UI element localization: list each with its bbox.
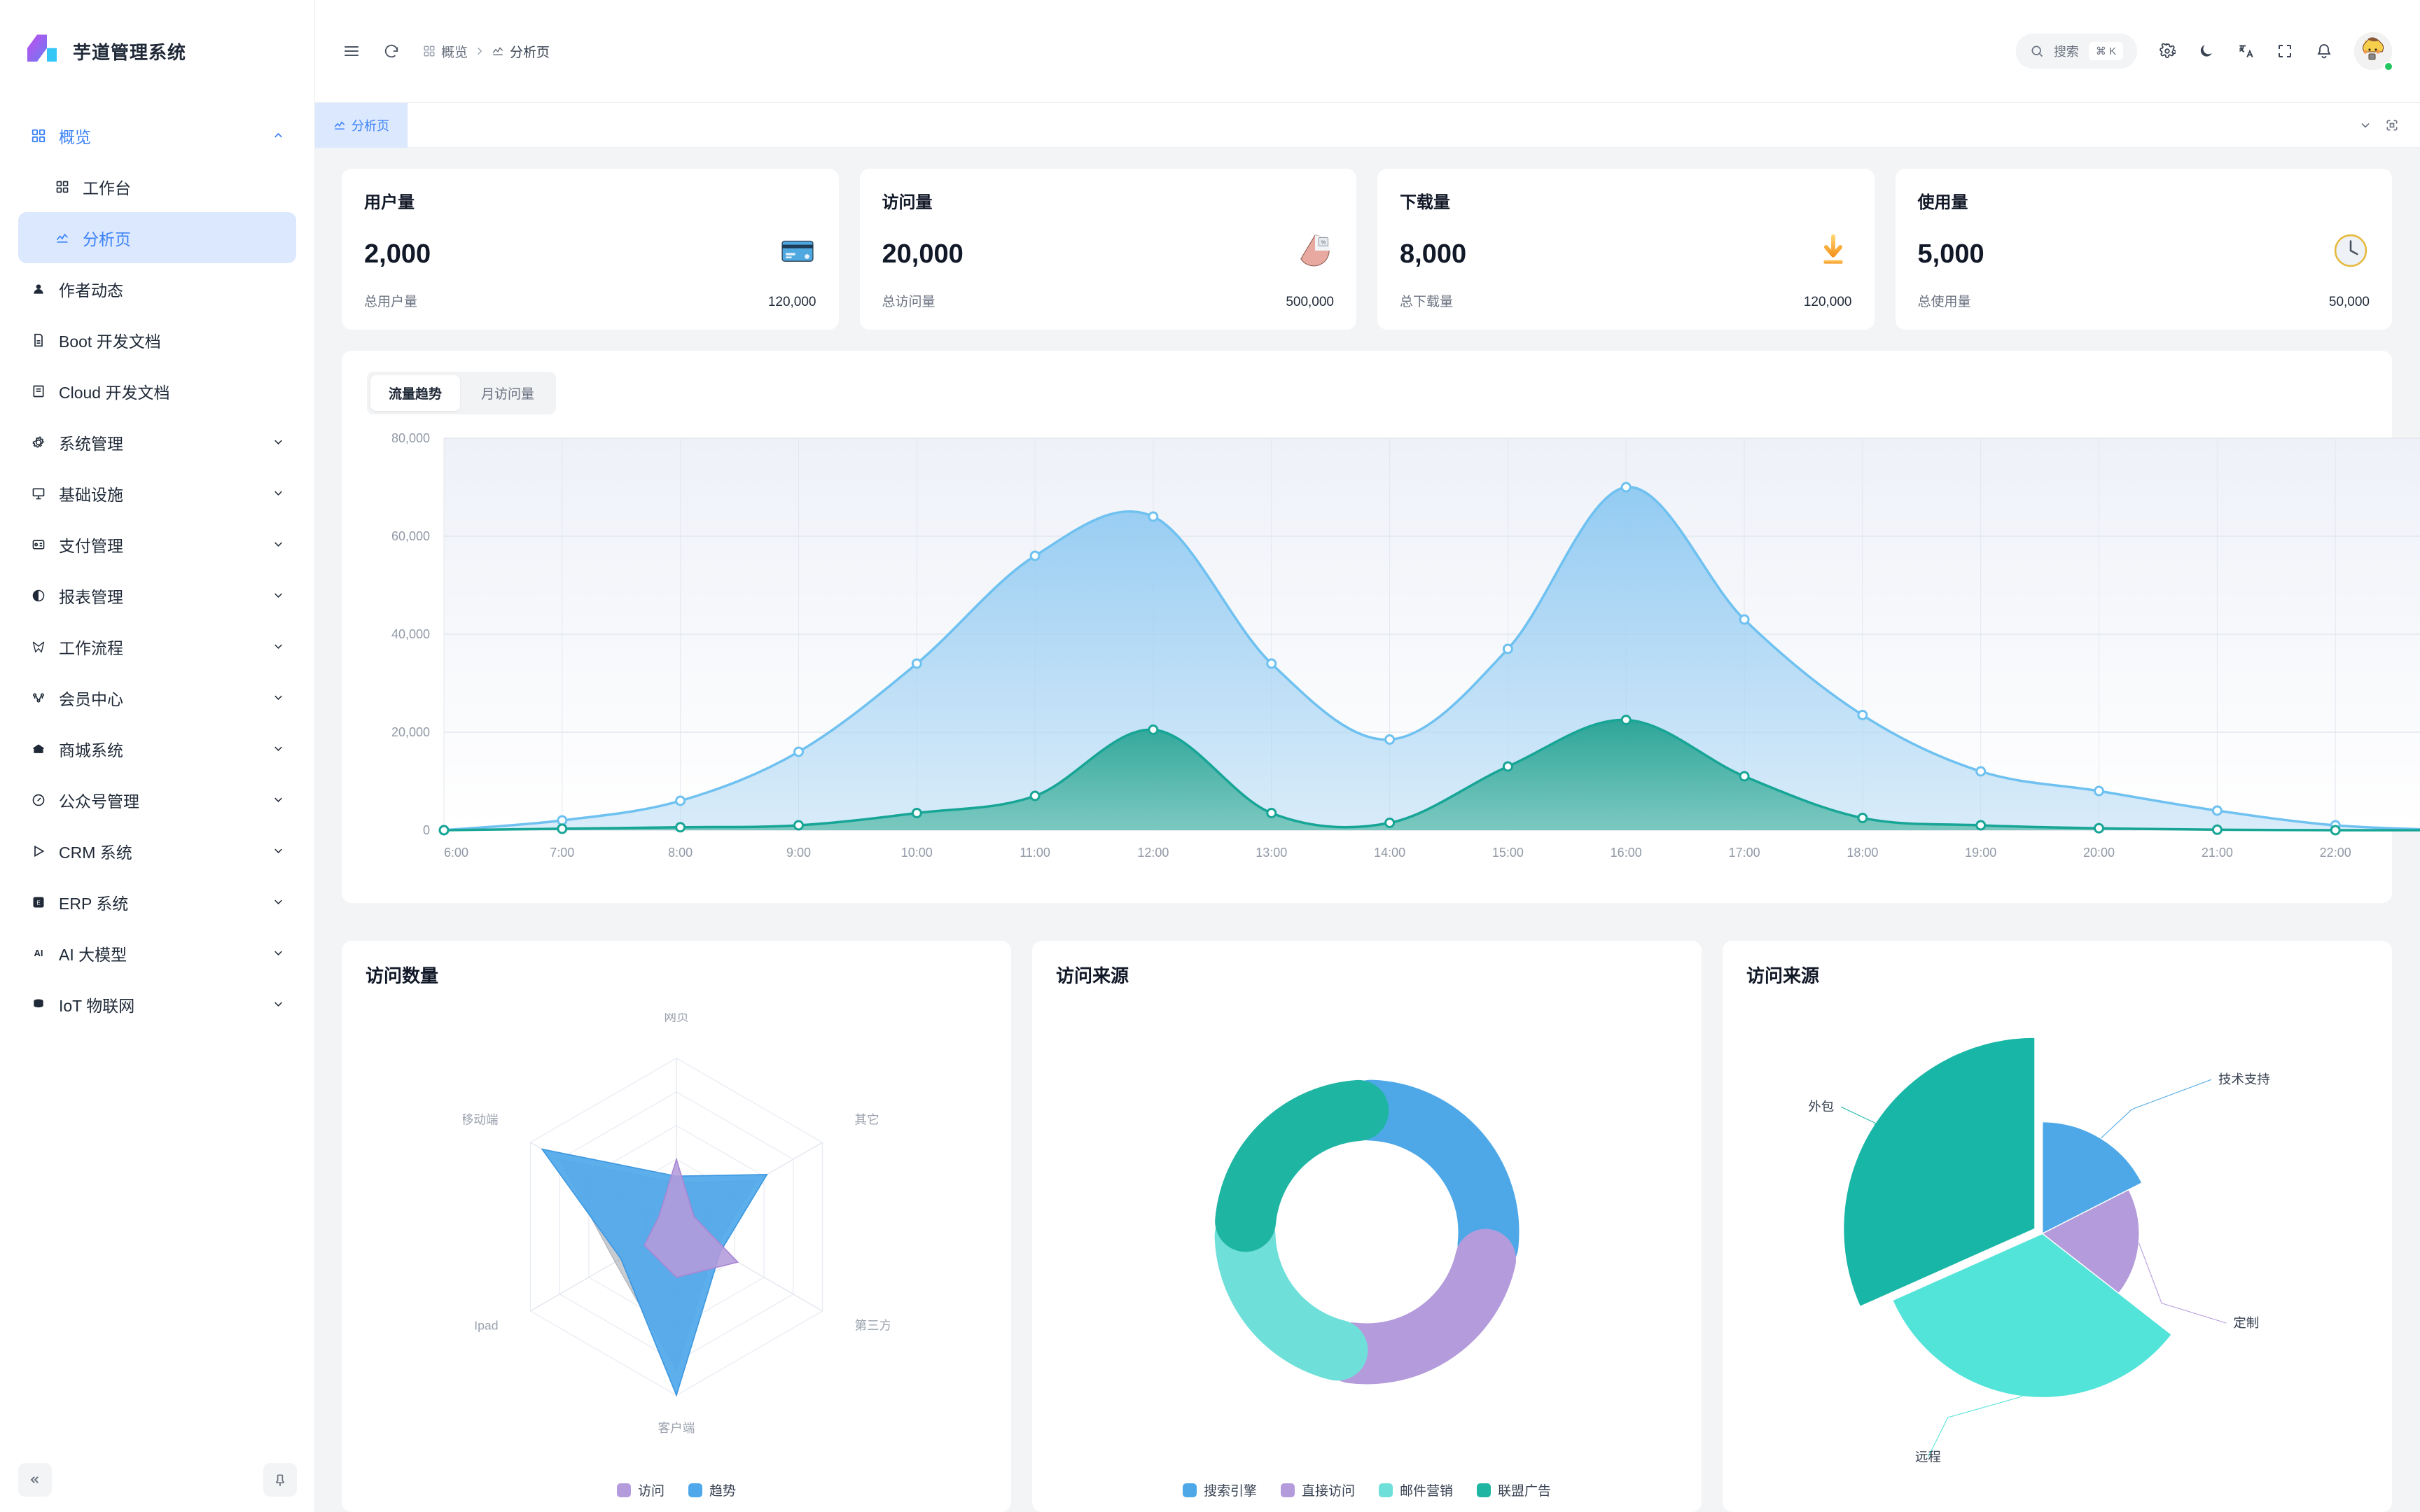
- svg-text:E: E: [36, 899, 41, 906]
- svg-text:移动端: 移动端: [463, 1112, 499, 1126]
- svg-text:定制: 定制: [2233, 1315, 2259, 1330]
- svg-text:60,000: 60,000: [391, 529, 430, 543]
- svg-text:16:00: 16:00: [1611, 846, 1642, 860]
- svg-text:10:00: 10:00: [901, 846, 933, 860]
- svg-text:外包: 外包: [1809, 1099, 1834, 1114]
- svg-text:21:00: 21:00: [2202, 846, 2233, 860]
- svg-text:14:00: 14:00: [1374, 846, 1405, 860]
- svg-text:0: 0: [423, 823, 430, 837]
- svg-text:其它: 其它: [854, 1112, 879, 1126]
- svg-text:12:00: 12:00: [1137, 846, 1169, 860]
- svg-text:80,000: 80,000: [391, 431, 430, 445]
- svg-text:20:00: 20:00: [2083, 846, 2115, 860]
- svg-text:远程: 远程: [1915, 1449, 1941, 1464]
- svg-text:22:00: 22:00: [2320, 846, 2351, 860]
- svg-text:8:00: 8:00: [668, 846, 693, 860]
- svg-text:20,000: 20,000: [391, 725, 430, 739]
- svg-text:13:00: 13:00: [1256, 846, 1287, 860]
- svg-text:第三方: 第三方: [854, 1318, 890, 1332]
- svg-text:7:00: 7:00: [550, 846, 574, 860]
- svg-text:客户端: 客户端: [658, 1421, 695, 1435]
- svg-text:6:00: 6:00: [444, 846, 468, 860]
- svg-text:11:00: 11:00: [1020, 846, 1050, 860]
- svg-text:技术支持: 技术支持: [2218, 1072, 2270, 1086]
- svg-text:40,000: 40,000: [391, 627, 430, 641]
- svg-text:18:00: 18:00: [1847, 846, 1878, 860]
- svg-text:15:00: 15:00: [1492, 846, 1524, 860]
- svg-text:19:00: 19:00: [1965, 846, 1996, 860]
- svg-text:网页: 网页: [664, 1013, 688, 1024]
- svg-text:Ipad: Ipad: [474, 1318, 498, 1332]
- svg-text:9:00: 9:00: [786, 846, 811, 860]
- svg-text:17:00: 17:00: [1729, 846, 1760, 860]
- svg-text:%: %: [1321, 239, 1326, 246]
